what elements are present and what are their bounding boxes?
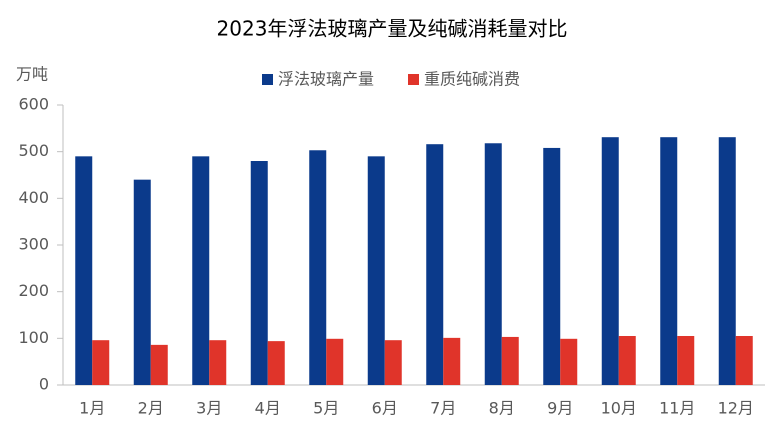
bar: [250, 161, 268, 385]
legend-label: 重质纯碱消费: [424, 70, 520, 89]
x-tick-label: 5月: [313, 399, 339, 418]
x-tick-label: 4月: [255, 399, 281, 418]
x-tick-label: 1月: [79, 399, 105, 418]
y-axis-label: 万吨: [16, 65, 48, 84]
x-tick-label: 6月: [372, 399, 398, 418]
bar: [618, 336, 636, 385]
y-tick-label: 500: [18, 141, 49, 160]
bar: [326, 338, 344, 385]
x-tick-label: 9月: [547, 399, 573, 418]
bar: [309, 150, 327, 385]
bar: [677, 336, 695, 385]
y-tick-label: 200: [18, 281, 49, 300]
y-tick-label: 600: [18, 95, 49, 114]
y-tick-label: 100: [18, 328, 49, 347]
bar: [209, 340, 227, 385]
bar: [660, 137, 678, 385]
bar: [192, 156, 210, 385]
x-tick-label: 10月: [601, 399, 637, 418]
bar: [384, 340, 402, 385]
bar: [543, 147, 561, 385]
x-tick-label: 11月: [659, 399, 695, 418]
bar: [560, 338, 578, 385]
bar: [426, 144, 444, 385]
x-tick-label: 7月: [430, 399, 456, 418]
chart-title: 2023年浮法玻璃产量及纯碱消耗量对比: [217, 17, 568, 41]
x-tick-label: 3月: [196, 399, 222, 418]
y-tick-label: 400: [18, 188, 49, 207]
bar: [92, 340, 110, 385]
x-tick-label: 12月: [718, 399, 754, 418]
bar: [267, 341, 285, 385]
legend-swatch: [262, 74, 273, 85]
bar: [443, 337, 461, 385]
bar: [133, 179, 151, 385]
y-tick-label: 300: [18, 235, 49, 254]
x-tick-label: 8月: [489, 399, 515, 418]
bar: [718, 137, 736, 385]
bar: [484, 143, 502, 385]
bar: [150, 344, 168, 385]
bar: [367, 156, 385, 385]
x-tick-label: 2月: [138, 399, 164, 418]
bar: [501, 336, 519, 385]
bar: [735, 336, 753, 385]
legend-swatch: [408, 74, 419, 85]
legend-label: 浮法玻璃产量: [278, 70, 374, 89]
bar: [601, 137, 619, 385]
y-tick-label: 0: [39, 375, 49, 394]
bar: [75, 156, 93, 385]
